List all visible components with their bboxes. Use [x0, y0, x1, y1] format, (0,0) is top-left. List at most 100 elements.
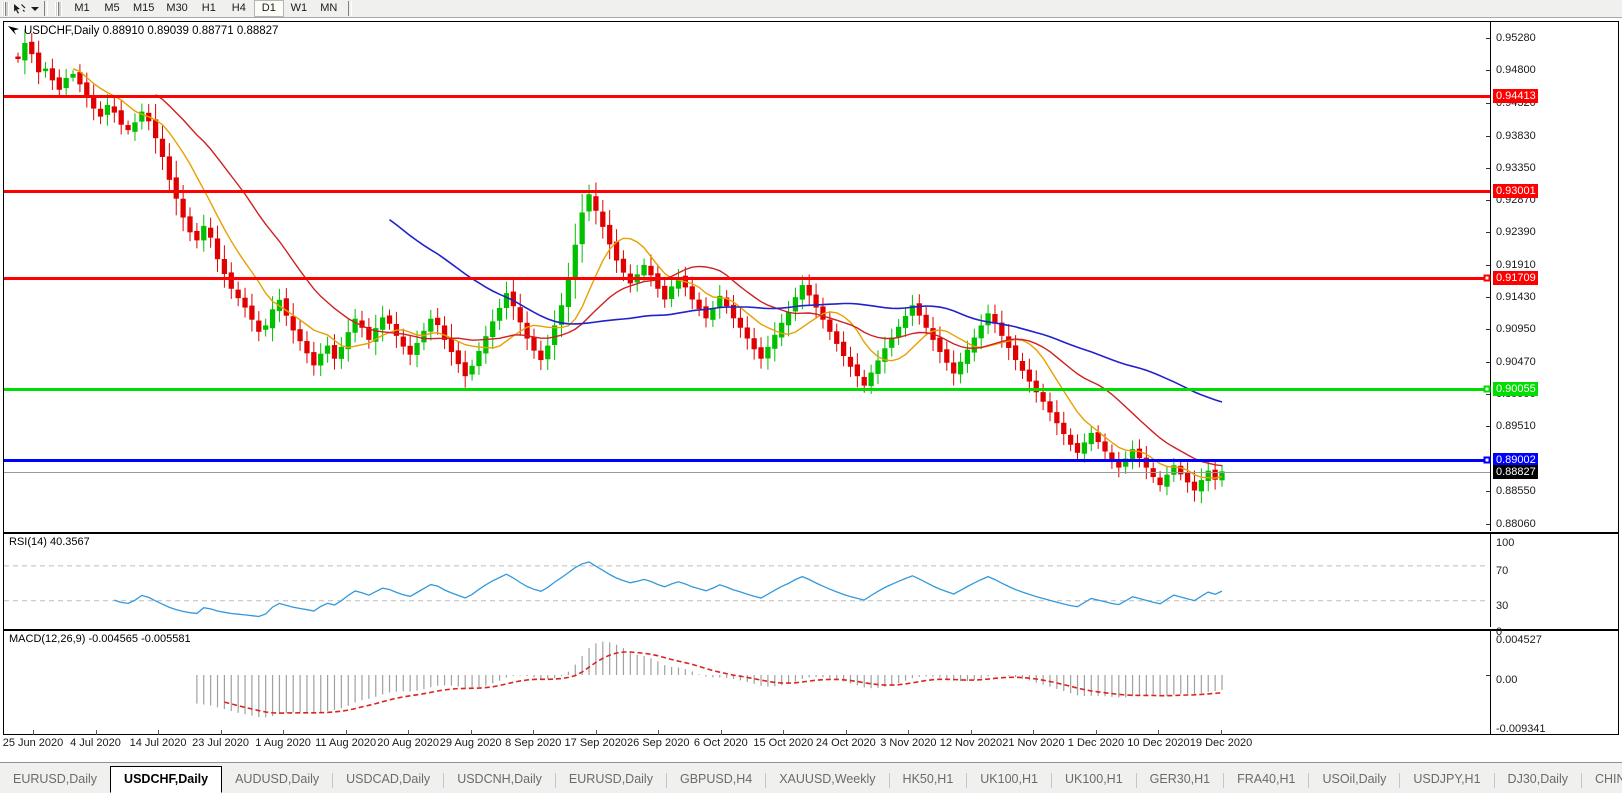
- date-axis-label: 21 Nov 2020: [1002, 737, 1065, 749]
- macd-histogram-svg: [196, 641, 1223, 718]
- rsi-pane[interactable]: RSI(14) 40.3567 100 70 30 0: [4, 532, 1618, 638]
- chart-tab-eurusd-daily[interactable]: EURUSD,Daily: [13, 772, 98, 786]
- support-line-handle[interactable]: [1483, 385, 1491, 393]
- price-tick: [1486, 70, 1490, 72]
- chart-tab-hk50-h1[interactable]: HK50,H1: [902, 772, 954, 786]
- rsi-tick-label: 0: [1496, 626, 1503, 638]
- crosshair-cursor-icon[interactable]: [12, 2, 26, 16]
- resistance-price-tag[interactable]: 0.94413: [1493, 89, 1538, 104]
- tab-divider: [1580, 773, 1582, 788]
- timeframe-button-w1[interactable]: W1: [290, 2, 308, 14]
- date-axis-label: 29 Aug 2020: [439, 737, 502, 749]
- resistance-line[interactable]: [4, 189, 1490, 193]
- chart-tab-gbpusd-h4[interactable]: GBPUSD,H4: [679, 772, 753, 786]
- chart-tab-usdcad-daily[interactable]: USDCAD,Daily: [346, 772, 431, 786]
- chevron-down-icon[interactable]: [28, 1, 41, 16]
- chart-tab-china300-h1[interactable]: CHINA300,H1: [1594, 772, 1622, 786]
- chart-tab-eurusd-daily[interactable]: EURUSD,Daily: [568, 772, 653, 786]
- toolbar-separator: [44, 1, 48, 16]
- price-tick: [1486, 426, 1490, 428]
- tab-list: EURUSD,Daily USDCHF,Daily AUDUSD,Daily USDC…: [0, 763, 1622, 793]
- price-tick: [1486, 329, 1490, 331]
- chart-tab-uk100-h1[interactable]: UK100,H1: [1064, 772, 1123, 786]
- price-tick: [1486, 523, 1490, 525]
- date-tick: [783, 730, 785, 735]
- date-tick: [158, 730, 160, 735]
- price-tick-label: 0.95280: [1496, 32, 1536, 45]
- date-axis-label: 23 Jul 2020: [192, 737, 250, 749]
- timeframe-button-h1[interactable]: H1: [201, 2, 216, 14]
- chart-tab-xauusd-weekly[interactable]: XAUUSD,Weekly: [779, 772, 876, 786]
- date-axis-label: 26 Sep 2020: [627, 737, 690, 749]
- price-tick-label: 0.89510: [1496, 420, 1536, 433]
- chart-tab-bar[interactable]: EURUSD,Daily USDCHF,Daily AUDUSD,Daily USDC…: [0, 762, 1622, 793]
- date-tick: [283, 730, 285, 735]
- rsi-indicator-label: RSI(14) 40.3567: [9, 536, 90, 548]
- tab-divider: [1223, 773, 1225, 788]
- resistance-price-tag[interactable]: 0.91709: [1493, 271, 1538, 286]
- tab-divider: [1135, 773, 1137, 788]
- price-tick: [1486, 393, 1490, 395]
- date-axis-label: 6 Oct 2020: [693, 737, 748, 749]
- last-price-line[interactable]: [4, 471, 1490, 473]
- chart-ohlc-header: USDCHF,Daily 0.88910 0.89039 0.88771 0.8…: [24, 25, 279, 37]
- chart-tab-uk100-h1[interactable]: UK100,H1: [980, 772, 1038, 786]
- toolbar-drag-handle[interactable]: [2, 1, 9, 16]
- date-axis-label: 3 Nov 2020: [880, 737, 937, 749]
- resistance-line[interactable]: [4, 276, 1490, 280]
- resistance-line-handle[interactable]: [1483, 274, 1491, 282]
- chart-tab-audusd-daily[interactable]: AUDUSD,Daily: [235, 772, 320, 786]
- price-tick: [1486, 200, 1490, 202]
- timeframe-button-m30[interactable]: M30: [166, 2, 188, 14]
- pivot-price-tag[interactable]: 0.89002: [1493, 453, 1538, 468]
- date-tick: [95, 730, 97, 735]
- date-tick: [658, 730, 660, 735]
- date-axis-label: 1 Dec 2020: [1067, 737, 1125, 749]
- timeframe-button-d1[interactable]: D1: [253, 0, 284, 17]
- tab-divider: [966, 773, 968, 788]
- date-axis-label: 10 Dec 2020: [1127, 737, 1190, 749]
- date-axis-label: 24 Oct 2020: [815, 737, 876, 749]
- price-pane[interactable]: USDCHF,Daily 0.88910 0.89039 0.88771 0.8…: [4, 22, 1618, 531]
- timeframe-button-mn[interactable]: MN: [320, 2, 338, 14]
- pivot-line-handle[interactable]: [1483, 456, 1491, 464]
- timeframe-group-handle[interactable]: [55, 1, 62, 16]
- date-tick: [408, 730, 410, 735]
- toolbar-end-separator: [347, 1, 352, 16]
- timeframe-button-m15[interactable]: M15: [133, 2, 155, 14]
- support-price-tag[interactable]: 0.90055: [1493, 382, 1538, 397]
- chart-tab-dj30-daily[interactable]: DJ30,Daily: [1507, 772, 1568, 786]
- tab-divider: [1493, 773, 1495, 788]
- chart-tab-usdjpy-h1[interactable]: USDJPY,H1: [1413, 772, 1481, 786]
- date-tick: [1158, 730, 1160, 735]
- date-tick: [595, 730, 597, 735]
- date-axis-label: 4 Jul 2020: [70, 737, 121, 749]
- timeframe-button-m5[interactable]: M5: [104, 2, 120, 14]
- macd-pane[interactable]: MACD(12,26,9) -0.004565 -0.005581 0.0045…: [4, 629, 1618, 735]
- macd-tick-label: 0.004527: [1496, 634, 1542, 646]
- tab-divider: [665, 773, 667, 788]
- date-axis-label: 12 Nov 2020: [939, 737, 1003, 749]
- price-tick: [1486, 361, 1490, 363]
- date-axis-label: 25 Jun 2020: [2, 737, 64, 749]
- macd-zero-tick: [1486, 675, 1490, 676]
- price-tick: [1486, 297, 1490, 298]
- chart-tab-usdcnh-daily[interactable]: USDCNH,Daily: [457, 772, 542, 786]
- support-line[interactable]: [4, 387, 1490, 391]
- price-tick: [1486, 135, 1490, 137]
- chart-area[interactable]: USDCHF,Daily 0.88910 0.89039 0.88771 0.8…: [3, 21, 1619, 735]
- pivot-line[interactable]: [4, 458, 1490, 462]
- price-tick-label: 0.91910: [1496, 258, 1536, 271]
- timeframe-button-h4[interactable]: H4: [231, 2, 246, 14]
- chart-tab-ger30-h1[interactable]: GER30,H1: [1149, 772, 1211, 786]
- resistance-line[interactable]: [4, 94, 1490, 98]
- date-axis-label: 11 Aug 2020: [315, 737, 377, 749]
- price-tick-label: 0.90470: [1496, 355, 1536, 368]
- last-price-price-tag[interactable]: 0.88827: [1493, 465, 1538, 480]
- date-axis[interactable]: 25 Jun 2020 4 Jul 2020 14 Jul 2020 23 Jul 2…: [2, 730, 1619, 754]
- resistance-price-tag[interactable]: 0.93001: [1493, 184, 1538, 199]
- chart-tab-usoil-daily[interactable]: USOil,Daily: [1322, 772, 1387, 786]
- chart-tab-fra40-h1[interactable]: FRA40,H1: [1237, 772, 1296, 786]
- timeframe-button-m1[interactable]: M1: [74, 2, 90, 14]
- chart-tab-usdchf-daily[interactable]: USDCHF,Daily: [110, 766, 223, 793]
